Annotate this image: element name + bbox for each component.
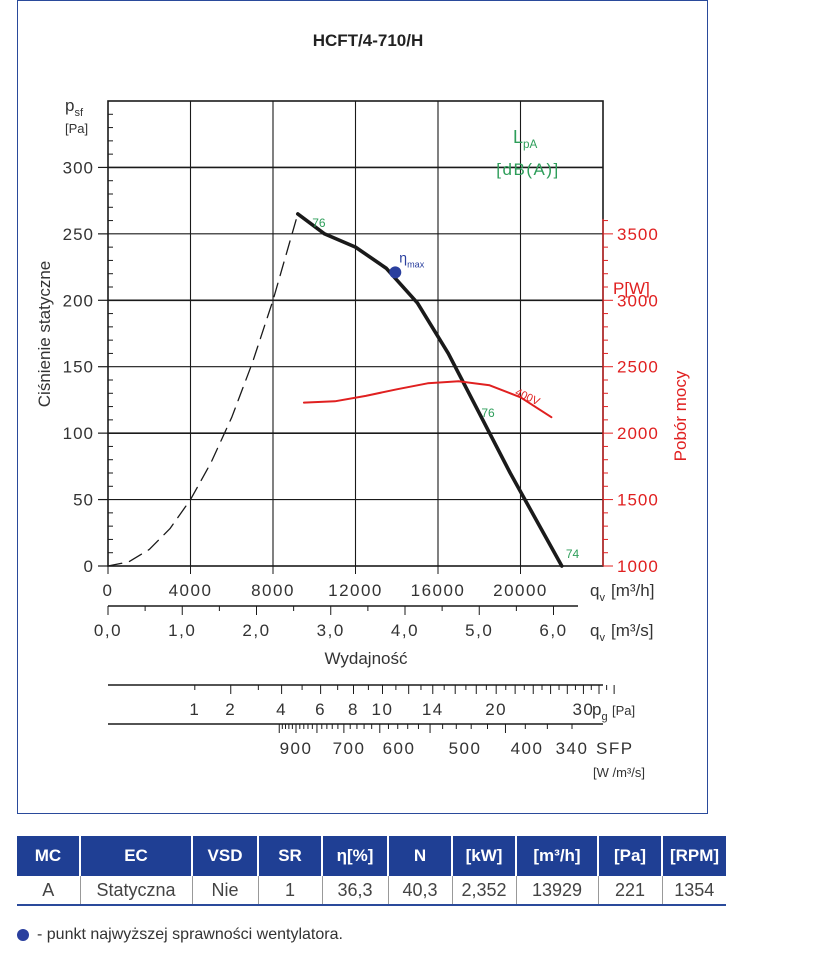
sound-marker-label: 76 bbox=[481, 406, 495, 420]
table-header-cell: SR bbox=[258, 836, 323, 876]
y-axis-label: Ciśnienie statyczne bbox=[35, 261, 54, 407]
pressure-curve bbox=[296, 212, 564, 568]
sound-level-unit: [dB(A)] bbox=[496, 160, 559, 179]
x-m3h-unit: [m³/h] bbox=[611, 581, 654, 600]
y-tick-label: 0 bbox=[84, 557, 94, 576]
pg-unit: [Pa] bbox=[612, 703, 635, 718]
sound-level-symbol: LpA bbox=[513, 127, 538, 151]
table-row: A Statyczna Nie 1 36,3 40,3 2,352 13929 221 1354 bbox=[17, 876, 726, 906]
eta-max-legend-icon bbox=[17, 929, 29, 941]
table-cell: 1354 bbox=[662, 876, 726, 906]
sfp-tick-label: 900 bbox=[280, 739, 313, 758]
x-m3h-tick-label: 16000 bbox=[411, 581, 466, 600]
x-m3h-tick-label: 4000 bbox=[169, 581, 213, 600]
power-tick-label: 2500 bbox=[617, 358, 659, 377]
x-m3s-tick-label: 1,0 bbox=[168, 621, 196, 640]
power-tick-label: 3000 bbox=[617, 291, 659, 310]
pg-label: pg bbox=[592, 700, 608, 723]
power-tick-label: 1000 bbox=[617, 557, 659, 576]
x-m3s-symbol: qv bbox=[590, 621, 605, 644]
x-m3s-unit: [m³/s] bbox=[611, 621, 654, 640]
x-m3s-tick-label: 2,0 bbox=[242, 621, 270, 640]
y-tick-label: 50 bbox=[73, 491, 94, 510]
y-tick-label: 200 bbox=[63, 291, 94, 310]
legend-note: - punkt najwyższej sprawności wentylator… bbox=[17, 926, 343, 944]
pg-tick-label: 1 bbox=[189, 700, 200, 719]
pg-tick-label: 14 bbox=[422, 700, 444, 719]
eta-max-point bbox=[389, 266, 402, 279]
parameters-table: MC EC VSD SR η[%] N [kW] [m³/h] [Pa] [RPM] A Staty… bbox=[17, 836, 726, 906]
x-m3s-tick-label: 3,0 bbox=[317, 621, 345, 640]
power-axis-unit: P[W] bbox=[613, 279, 650, 298]
x-m3h-tick-label: 12000 bbox=[328, 581, 383, 600]
table-header-cell: VSD bbox=[192, 836, 259, 876]
y-tick-label: 100 bbox=[63, 424, 94, 443]
sfp-tick-label: 340 bbox=[556, 739, 589, 758]
x-m3s-tick-label: 5,0 bbox=[465, 621, 493, 640]
table-cell: 36,3 bbox=[322, 876, 389, 906]
x-m3h-tick-label: 8000 bbox=[251, 581, 295, 600]
power-tick-label: 3500 bbox=[617, 225, 659, 244]
eta-max-label: ηmax bbox=[399, 249, 424, 269]
table-header-row: MC EC VSD SR η[%] N [kW] [m³/h] [Pa] [RPM] bbox=[17, 836, 726, 876]
power-series-label: 400V bbox=[513, 386, 542, 408]
table-header-cell: η[%] bbox=[322, 836, 389, 876]
x-m3s-tick-label: 4,0 bbox=[391, 621, 419, 640]
table-header-cell: MC bbox=[17, 836, 81, 876]
chart-frame: HCFT/4-710/H 0 50 100 150 200 250 300 psf [Pa] Ci… bbox=[17, 0, 708, 814]
y-tick-label: 150 bbox=[63, 358, 94, 377]
pg-tick-label: 10 bbox=[372, 700, 394, 719]
sfp-tick-label: 400 bbox=[511, 739, 544, 758]
pg-tick-label: 30 bbox=[572, 700, 594, 719]
series-layer bbox=[107, 212, 564, 568]
table-header-cell: [Pa] bbox=[598, 836, 663, 876]
sfp-label: SFP bbox=[596, 739, 634, 758]
x-m3s-tick-label: 0,0 bbox=[94, 621, 122, 640]
sound-marker-label: 76 bbox=[312, 216, 326, 230]
table-header-cell: [m³/h] bbox=[516, 836, 599, 876]
legend-note-text: - punkt najwyższej sprawności wentylator… bbox=[37, 926, 343, 943]
x-m3h-tick-label: 20000 bbox=[493, 581, 548, 600]
pg-tick-label: 6 bbox=[315, 700, 326, 719]
y-axis-unit: [Pa] bbox=[65, 121, 88, 136]
power-tick-label: 2000 bbox=[617, 424, 659, 443]
table-cell: 2,352 bbox=[452, 876, 517, 906]
table-header-cell: EC bbox=[80, 836, 193, 876]
sound-marker-label: 74 bbox=[566, 547, 580, 561]
sfp-tick-label: 500 bbox=[449, 739, 482, 758]
x-axis-label: Wydajność bbox=[325, 649, 408, 668]
table-cell: 1 bbox=[258, 876, 323, 906]
table-header-cell: [RPM] bbox=[662, 836, 726, 876]
power-axis-label: Pobór mocy bbox=[671, 370, 690, 461]
power-tick-label: 1500 bbox=[617, 491, 659, 510]
pg-tick-label: 8 bbox=[348, 700, 359, 719]
sfp-tick-label: 600 bbox=[383, 739, 416, 758]
x-m3h-tick-label: 0 bbox=[103, 581, 114, 600]
axis-layer bbox=[98, 100, 615, 733]
sfp-tick-label: 700 bbox=[333, 739, 366, 758]
x-m3h-symbol: qv bbox=[590, 581, 605, 604]
table-cell: Nie bbox=[192, 876, 259, 906]
table-header-cell: N bbox=[388, 836, 453, 876]
table-cell: 221 bbox=[598, 876, 663, 906]
fan-performance-chart: HCFT/4-710/H 050100150200250300psf[Pa]Ci… bbox=[35, 31, 690, 780]
y-tick-label: 250 bbox=[63, 225, 94, 244]
pg-tick-label: 4 bbox=[276, 700, 287, 719]
table-cell: Statyczna bbox=[80, 876, 193, 906]
pg-tick-label: 2 bbox=[225, 700, 236, 719]
chart-title: HCFT/4-710/H bbox=[313, 31, 424, 50]
table-header-cell: [kW] bbox=[452, 836, 517, 876]
system-curve bbox=[107, 213, 299, 567]
y-tick-label: 300 bbox=[63, 158, 94, 177]
sfp-unit: [W /m³/s] bbox=[593, 765, 645, 780]
table-cell: A bbox=[17, 876, 81, 906]
y-axis-symbol: psf bbox=[65, 96, 84, 119]
table-cell: 13929 bbox=[516, 876, 599, 906]
pg-tick-label: 20 bbox=[485, 700, 507, 719]
table-cell: 40,3 bbox=[388, 876, 453, 906]
power-curve bbox=[302, 380, 553, 419]
x-m3s-tick-label: 6,0 bbox=[539, 621, 567, 640]
